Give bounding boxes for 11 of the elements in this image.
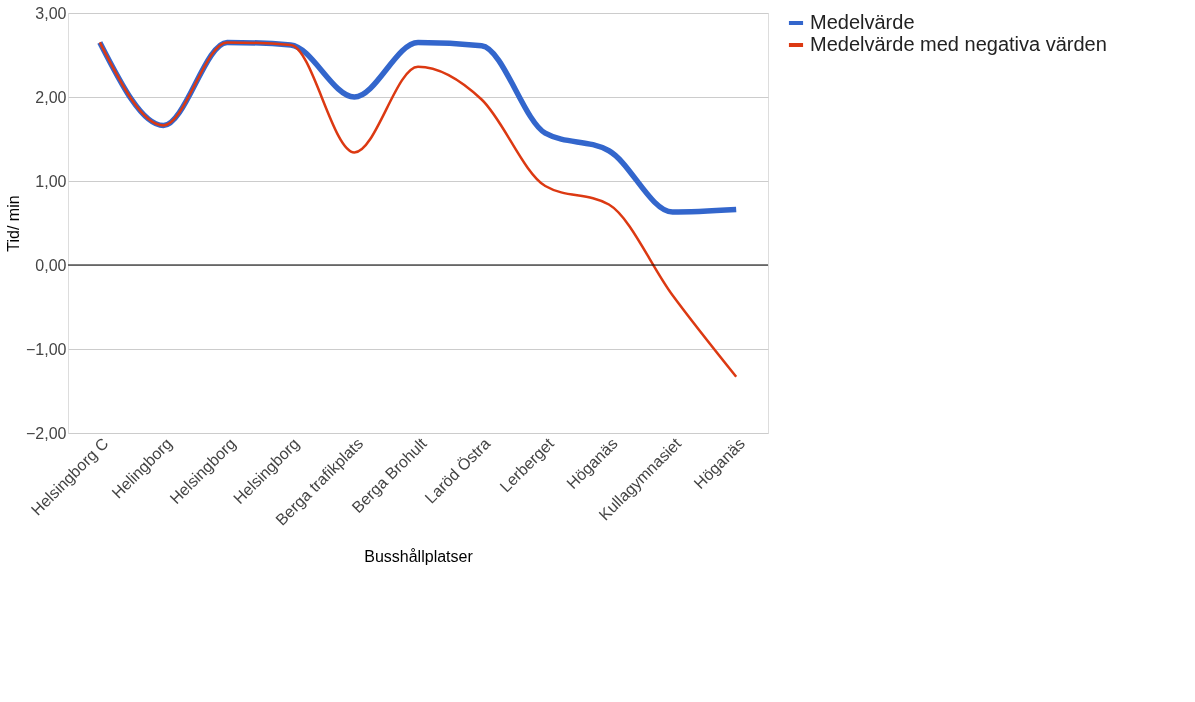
y-tick-label: 0,00 <box>35 256 67 274</box>
x-axis-title: Busshållplatser <box>364 547 474 565</box>
line-series <box>98 41 738 378</box>
legend-label: Medelvärde <box>810 11 915 33</box>
y-tick-label: 2,00 <box>35 88 67 106</box>
y-tick-label: 3,00 <box>35 4 67 22</box>
y-tick-label: −2,00 <box>26 424 67 442</box>
y-axis-title: Tid/ min <box>5 195 23 252</box>
y-tick-label: 1,00 <box>35 172 67 190</box>
y-tick-label: −1,00 <box>26 340 67 358</box>
legend-label: Medelvärde med negativa värden <box>810 33 1107 55</box>
